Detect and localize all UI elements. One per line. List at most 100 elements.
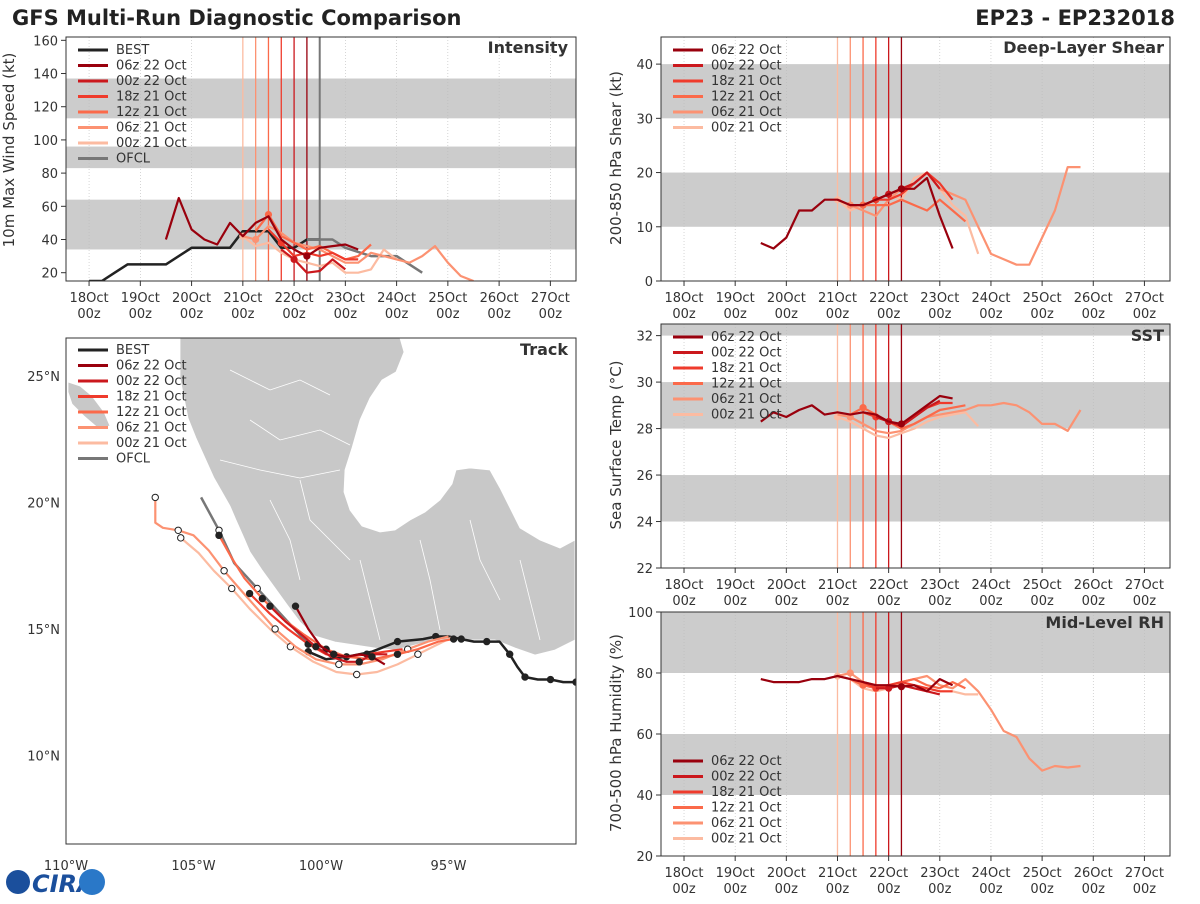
rh-y-tick-label: 20 <box>636 850 653 865</box>
mexico-landmass <box>179 337 576 656</box>
legend-label: 12z 21 Oct <box>711 377 782 392</box>
shear-init-point <box>897 185 906 193</box>
track-series-point <box>414 650 422 658</box>
shear-x-tick-hour: 00z <box>979 307 1003 322</box>
rh-x-tick-date: 27Oct <box>1125 866 1164 881</box>
shear-y-tick-label: 0 <box>645 275 653 290</box>
shear-band <box>661 172 1170 227</box>
intensity-x-tick-hour: 00z <box>539 307 563 322</box>
legend-label: 00z 22 Oct <box>116 74 187 89</box>
track-series-point <box>245 589 254 598</box>
shear-plot-area <box>661 37 1170 281</box>
shear-series-line <box>837 166 1081 266</box>
intensity-panel: 10m Max Wind Speed (kt) 20 40 60 80 100 120 14… <box>0 34 577 322</box>
sst-x-tick-date: 26Oct <box>1074 578 1113 593</box>
intensity-x-tick-date: 18Oct <box>70 291 109 306</box>
rh-x-tick-date: 23Oct <box>920 866 959 881</box>
shear-x-tick-date: 25Oct <box>1023 291 1062 306</box>
intensity-x-tick-hour: 00z <box>385 307 409 322</box>
state-borders <box>219 369 541 641</box>
track-series-point <box>355 658 363 666</box>
intensity-title: Intensity <box>488 38 569 57</box>
sst-plot-area <box>661 324 1170 568</box>
rh-y-tick-label: 60 <box>636 728 653 743</box>
track-best-line <box>307 635 576 684</box>
intensity-band <box>66 78 576 119</box>
track-series-point <box>393 650 402 658</box>
rh-x-tick-hour: 00z <box>826 882 850 897</box>
rh-x-tick-hour: 00z <box>672 882 696 897</box>
intensity-init-point <box>252 235 260 244</box>
logo-swirl <box>6 870 30 894</box>
intensity-ofcl-line <box>306 238 423 274</box>
sst-frame <box>660 323 1171 569</box>
rh-init-point <box>872 684 880 692</box>
rh-x-tick-hour: 00z <box>928 882 952 897</box>
rh-x-tick-date: 25Oct <box>1023 866 1062 881</box>
track-series-point <box>215 531 223 540</box>
intensity-series-line <box>242 235 398 274</box>
track-series-point <box>353 670 361 679</box>
rh-x-tick-date: 19Oct <box>716 866 755 881</box>
rh-x-tick-hour: 00z <box>775 882 799 897</box>
shear-x-tick-date: 19Oct <box>716 291 755 306</box>
rh-x-tick-hour: 00z <box>877 882 901 897</box>
track-lon-label: 100°W <box>299 859 343 874</box>
shear-x-tick-hour: 00z <box>672 307 696 322</box>
shear-y-label: 200-850 hPa Shear (kt) <box>607 71 625 245</box>
intensity-x-tick-date: 21Oct <box>223 291 262 306</box>
legend-label: 18z 21 Oct <box>116 90 187 105</box>
sst-band <box>661 475 1170 522</box>
track-frame <box>65 337 577 845</box>
sst-series-line <box>849 404 966 430</box>
shear-series-line <box>760 176 954 250</box>
track-best-line-point <box>483 637 491 646</box>
sst-x-tick-date: 20Oct <box>767 578 806 593</box>
shear-x-tick-date: 21Oct <box>818 291 857 306</box>
legend-label: OFCL <box>116 152 151 167</box>
rh-x-tick-date: 24Oct <box>971 866 1010 881</box>
intensity-series-line <box>254 213 372 261</box>
intensity-x-tick-date: 27Oct <box>531 291 570 306</box>
sst-series-line <box>760 394 953 425</box>
shear-x-tick-date: 18Oct <box>665 291 704 306</box>
sst-x-tick-hour: 00z <box>672 594 696 609</box>
intensity-band <box>66 146 576 169</box>
intensity-x-tick-hour: 00z <box>334 307 358 322</box>
legend-label: 00z 21 Oct <box>711 832 782 847</box>
track-lon-label: 105°W <box>171 859 215 874</box>
track-series-point <box>312 642 320 651</box>
legend-label: 18z 21 Oct <box>116 390 187 405</box>
sst-x-tick-date: 22Oct <box>869 578 908 593</box>
track-series-line <box>180 537 455 676</box>
shear-x-tick-hour: 00z <box>1082 307 1106 322</box>
track-plot-area <box>151 493 576 686</box>
intensity-y-tick-label: 60 <box>41 200 58 215</box>
shear-y-tick-label: 20 <box>636 167 653 182</box>
legend-label: 12z 21 Oct <box>116 105 187 120</box>
legend-label: 06z 22 Oct <box>116 359 187 374</box>
shear-y-tick-label: 40 <box>636 58 653 73</box>
legend-label: 18z 21 Oct <box>711 785 782 800</box>
intensity-init-point <box>290 255 298 264</box>
track-best-line-point <box>546 675 555 684</box>
rh-x-tick-hour: 00z <box>1133 882 1157 897</box>
legend-label: 12z 21 Oct <box>711 90 782 105</box>
track-title: Track <box>520 340 568 359</box>
track-series-point <box>174 526 182 534</box>
shear-x-tick-date: 22Oct <box>869 291 908 306</box>
track-map <box>67 337 576 656</box>
cira-logo: CIRA <box>6 869 105 898</box>
intensity-plot-area <box>66 37 576 281</box>
shear-x-tick-date: 24Oct <box>971 291 1010 306</box>
rh-band <box>661 734 1170 795</box>
intensity-x-tick-date: 22Oct <box>275 291 314 306</box>
shear-title: Deep-Layer Shear <box>1003 38 1164 57</box>
rh-x-tick-hour: 00z <box>1030 882 1054 897</box>
